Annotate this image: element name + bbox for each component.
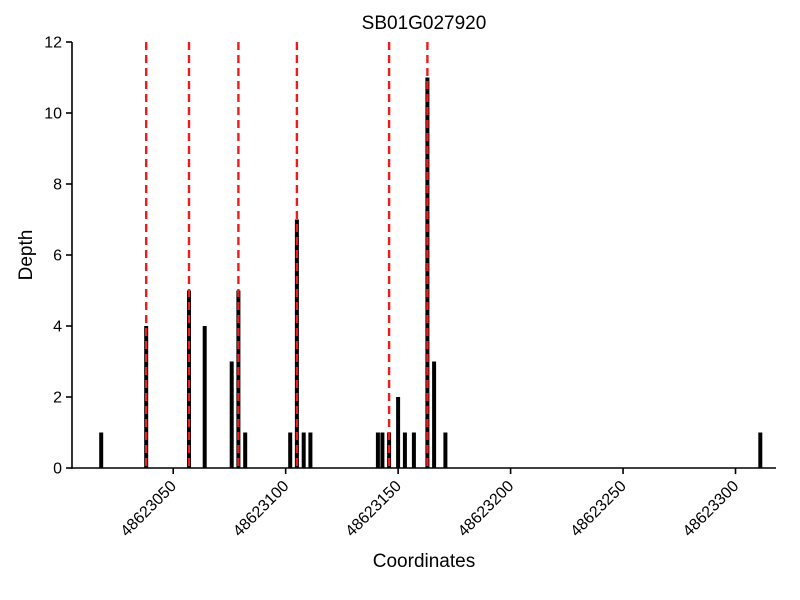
x-tick-label: 48623250 — [568, 478, 630, 540]
depth-bar — [243, 432, 248, 468]
y-tick-label: 12 — [44, 35, 62, 52]
y-tick-label: 4 — [53, 319, 62, 336]
x-tick-label: 48623100 — [230, 478, 292, 540]
depth-bar — [229, 361, 234, 468]
depth-bar — [432, 361, 437, 468]
depth-bar — [99, 432, 104, 468]
depth-bar — [308, 432, 313, 468]
depth-bar — [425, 77, 430, 468]
x-tick-label: 48623200 — [455, 478, 517, 540]
x-axis-label: Coordinates — [372, 551, 476, 572]
x-tick-label: 48623050 — [118, 478, 180, 540]
depth-bar — [301, 432, 306, 468]
depth-bar — [375, 432, 380, 468]
depth-bar — [402, 432, 407, 468]
depth-bar — [288, 432, 293, 468]
x-tick-label: 48623150 — [343, 478, 405, 540]
chart-title: SB01G027920 — [361, 13, 487, 34]
y-tick-label: 10 — [44, 106, 62, 123]
depth-bar — [443, 432, 448, 468]
depth-bar — [187, 290, 191, 468]
y-tick-label: 2 — [53, 390, 62, 407]
depth-bar — [411, 432, 416, 468]
x-tick-label: 48623300 — [680, 478, 742, 540]
depth-bar — [202, 326, 207, 468]
depth-bar — [236, 290, 241, 468]
depth-bar — [396, 397, 401, 468]
y-tick-label: 0 — [53, 461, 62, 478]
y-tick-label: 6 — [53, 248, 62, 265]
depth-bar — [758, 432, 763, 468]
depth-bar — [380, 432, 385, 468]
y-tick-label: 8 — [53, 177, 62, 194]
